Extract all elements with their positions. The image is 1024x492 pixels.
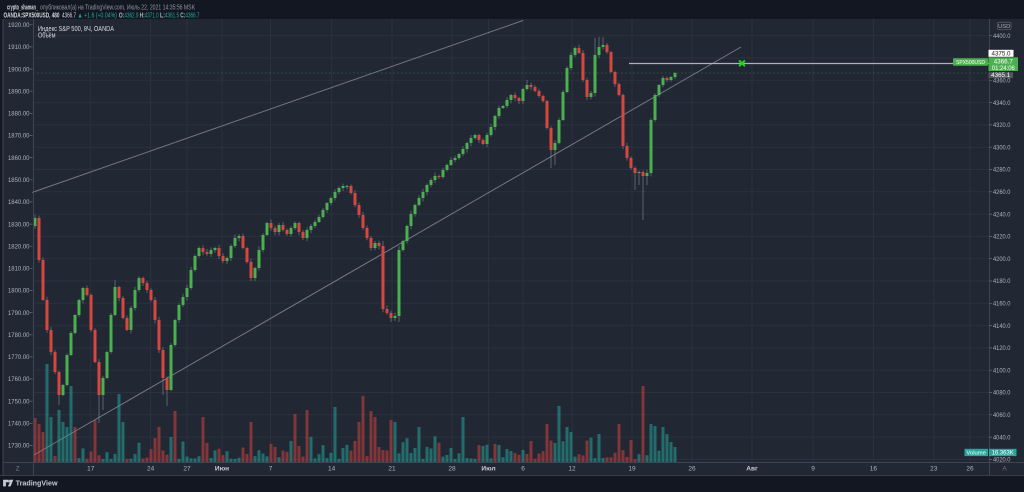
svg-text:19: 19 <box>628 466 636 473</box>
svg-text:4200.0: 4200.0 <box>993 257 1011 263</box>
svg-text:4300.0: 4300.0 <box>993 145 1011 151</box>
svg-text:1820.00: 1820.00 <box>8 243 30 250</box>
svg-text:1920.00: 1920.00 <box>8 22 30 29</box>
svg-text:4375.0: 4375.0 <box>992 50 1011 57</box>
svg-text:4360.0: 4360.0 <box>993 79 1011 85</box>
svg-text:Июл: Июл <box>481 466 495 473</box>
svg-text:1840.00: 1840.00 <box>8 199 30 206</box>
svg-text:опубликовал(а) на TradingView.: опубликовал(а) на TradingView.com, Июль … <box>40 4 195 12</box>
svg-text:1760.00: 1760.00 <box>8 376 30 383</box>
svg-text:26: 26 <box>966 466 974 473</box>
svg-text:Индекс S&P 500, 8Ч, OANDA: Индекс S&P 500, 8Ч, OANDA <box>38 26 114 33</box>
svg-text:A: A <box>1002 466 1007 473</box>
svg-text:9: 9 <box>811 466 815 473</box>
svg-text:L:: L: <box>160 12 165 19</box>
svg-text:27: 27 <box>183 466 191 473</box>
svg-text:1860.00: 1860.00 <box>8 155 30 162</box>
svg-text:O:: O: <box>119 12 125 19</box>
svg-text:H:: H: <box>140 12 145 19</box>
svg-text:4160.0: 4160.0 <box>993 302 1011 308</box>
svg-text:4120.0: 4120.0 <box>993 346 1011 352</box>
svg-text:4340.0: 4340.0 <box>993 101 1011 107</box>
svg-text:4220.0: 4220.0 <box>993 235 1011 241</box>
svg-text:4361.5: 4361.5 <box>165 12 179 19</box>
svg-text:1900.00: 1900.00 <box>8 66 30 73</box>
svg-text:1870.00: 1870.00 <box>8 133 30 140</box>
svg-text:1750.00: 1750.00 <box>8 398 30 405</box>
svg-text:14: 14 <box>328 466 336 473</box>
svg-text:17: 17 <box>87 466 95 473</box>
svg-text:1730.00: 1730.00 <box>8 443 30 450</box>
svg-text:OANDA:SPX500USD, 480: OANDA:SPX500USD, 480 <box>4 12 60 19</box>
svg-text:1830.00: 1830.00 <box>8 221 30 228</box>
svg-text:crypto_shaman_: crypto_shaman_ <box>7 5 38 12</box>
svg-text:4080.0: 4080.0 <box>993 391 1011 397</box>
svg-text:Июн: Июн <box>215 466 229 473</box>
svg-text:4140.0: 4140.0 <box>993 324 1011 330</box>
svg-text:4366.7: 4366.7 <box>185 12 199 19</box>
svg-text:4365.1: 4365.1 <box>991 72 1011 79</box>
svg-text:6: 6 <box>521 466 525 473</box>
svg-text:▲ +1.6 (+0.04%): ▲ +1.6 (+0.04%) <box>78 12 118 19</box>
svg-text:4362.9: 4362.9 <box>124 12 138 19</box>
svg-text:Volume: Volume <box>966 451 986 457</box>
svg-text:4366.7: 4366.7 <box>62 12 76 19</box>
svg-text:28: 28 <box>448 466 456 473</box>
svg-text:4040.0: 4040.0 <box>993 435 1011 441</box>
svg-text:1800.00: 1800.00 <box>8 288 30 295</box>
svg-text:01:24:06: 01:24:06 <box>992 65 1016 72</box>
svg-text:4280.0: 4280.0 <box>993 168 1011 174</box>
svg-text:16.363K: 16.363K <box>992 451 1014 457</box>
svg-text:Объём: Объём <box>38 32 56 40</box>
svg-text:24: 24 <box>147 466 155 473</box>
svg-text:4020.0: 4020.0 <box>993 458 1011 464</box>
svg-text:12: 12 <box>568 466 576 473</box>
svg-text:4371.0: 4371.0 <box>145 12 159 19</box>
svg-text:4180.0: 4180.0 <box>993 279 1011 285</box>
svg-text:26: 26 <box>688 466 696 473</box>
svg-text:SPX500USD: SPX500USD <box>956 60 985 66</box>
svg-text:4100.0: 4100.0 <box>993 368 1011 374</box>
svg-text:4366.7: 4366.7 <box>994 59 1013 66</box>
svg-text:7: 7 <box>269 466 273 473</box>
svg-text:1790.00: 1790.00 <box>8 310 30 317</box>
svg-text:1740.00: 1740.00 <box>8 421 30 428</box>
svg-text:1890.00: 1890.00 <box>8 88 30 95</box>
svg-text:4260.0: 4260.0 <box>993 190 1011 196</box>
svg-text:1850.00: 1850.00 <box>8 177 30 184</box>
svg-text:21: 21 <box>388 466 396 473</box>
svg-text:1780.00: 1780.00 <box>8 332 30 339</box>
svg-text:4320.0: 4320.0 <box>993 123 1011 129</box>
svg-text:C:: C: <box>180 12 185 19</box>
svg-text:4240.0: 4240.0 <box>993 212 1011 218</box>
svg-text:Z: Z <box>16 466 20 472</box>
svg-text:1810.00: 1810.00 <box>8 266 30 273</box>
svg-text:1910.00: 1910.00 <box>8 44 30 51</box>
svg-text:TradingView: TradingView <box>16 480 59 487</box>
svg-text:USD: USD <box>998 24 1010 30</box>
svg-text:Авг: Авг <box>746 466 758 473</box>
svg-text:4060.0: 4060.0 <box>993 413 1011 419</box>
svg-text:1880.00: 1880.00 <box>8 111 30 118</box>
svg-text:1770.00: 1770.00 <box>8 354 30 361</box>
svg-text:23: 23 <box>930 466 938 473</box>
svg-text:4400.0: 4400.0 <box>993 34 1011 40</box>
svg-text:16: 16 <box>870 466 878 473</box>
